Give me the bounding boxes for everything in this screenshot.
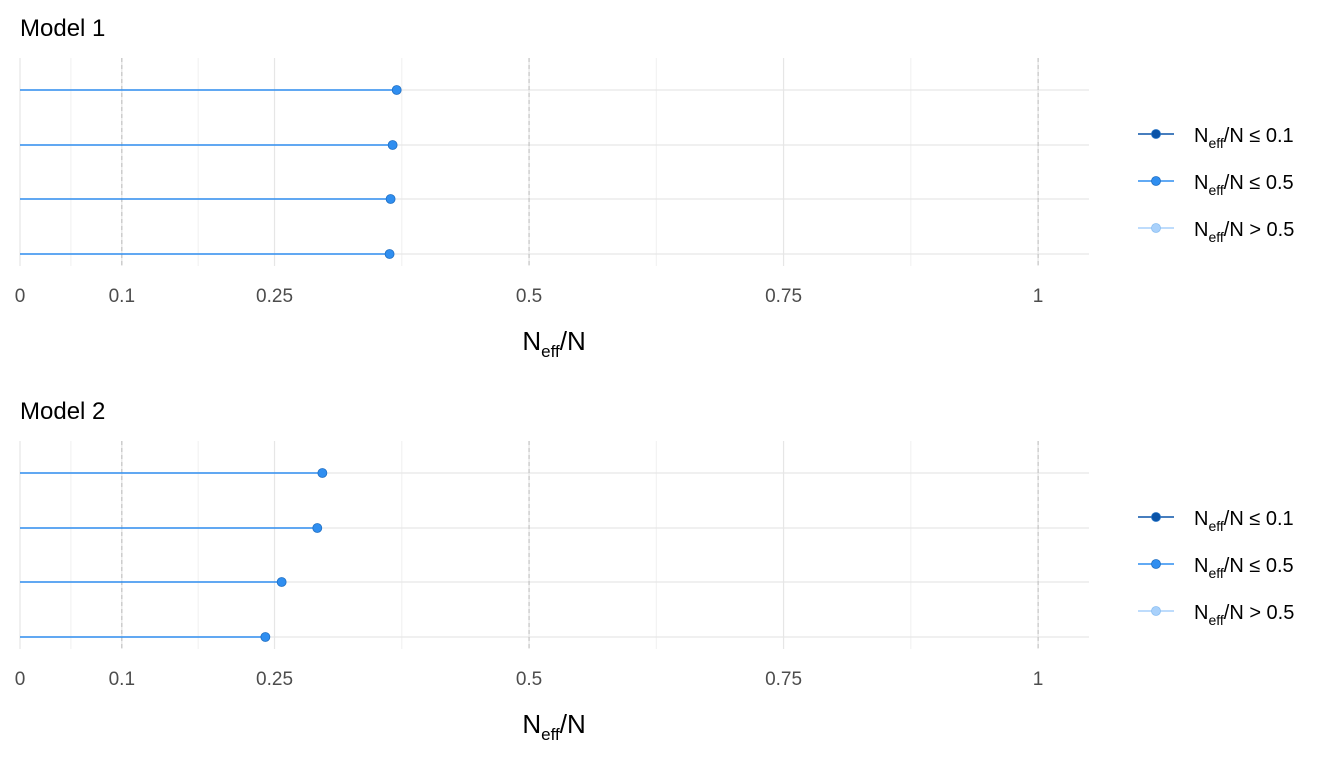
axis-title-sub: eff xyxy=(541,725,560,744)
x-tick-label: 0.25 xyxy=(256,669,293,690)
legend-label: Neff/N ≤ 0.1 xyxy=(1194,508,1294,534)
x-tick-label: 1 xyxy=(1033,286,1044,307)
axis-title-main: N xyxy=(522,326,541,356)
legend-label-sub: eff xyxy=(1208,135,1223,151)
lollipop-point xyxy=(387,140,398,150)
legend-label: Neff/N ≤ 0.5 xyxy=(1194,172,1294,198)
legend-label-tail: /N ≤ 0.5 xyxy=(1224,555,1294,577)
legend-key-point xyxy=(1151,512,1161,522)
axis-title-tail: /N xyxy=(560,709,586,739)
legend-label-tail: /N ≤ 0.5 xyxy=(1224,172,1294,194)
lollipop-point xyxy=(384,249,395,259)
legend-label-main: N xyxy=(1194,125,1208,147)
legend-label-main: N xyxy=(1194,555,1208,577)
lollipop-point xyxy=(385,194,396,204)
axis-title-main: N xyxy=(522,709,541,739)
lollipop-point xyxy=(276,577,287,587)
lollipop-point xyxy=(312,523,323,533)
axis-title-sub: eff xyxy=(541,342,560,361)
legend-label-main: N xyxy=(1194,508,1208,530)
legend-label-main: N xyxy=(1194,219,1208,241)
legend-label-main: N xyxy=(1194,172,1208,194)
x-tick-label: 0 xyxy=(15,286,26,307)
x-tick-label: 0.5 xyxy=(516,669,542,690)
legend-label-sub: eff xyxy=(1208,612,1223,628)
legend-label: Neff/N ≤ 0.5 xyxy=(1194,555,1294,581)
x-tick-label: 0.1 xyxy=(109,286,135,307)
legend-key-point xyxy=(1151,129,1161,139)
x-tick-label: 0 xyxy=(15,669,26,690)
legend-key-point xyxy=(1151,606,1161,616)
lollipop-point xyxy=(317,468,328,478)
legend-label-tail: /N ≤ 0.1 xyxy=(1224,125,1294,147)
panel-title: Model 2 xyxy=(20,398,105,425)
legend-label: Neff/N ≤ 0.1 xyxy=(1194,125,1294,151)
x-tick-label: 0.5 xyxy=(516,286,542,307)
legend-label-main: N xyxy=(1194,602,1208,624)
x-tick-label: 0.75 xyxy=(765,669,802,690)
x-axis-title: Neff/N xyxy=(522,326,585,361)
x-tick-label: 0.25 xyxy=(256,286,293,307)
legend-label-tail: /N > 0.5 xyxy=(1224,602,1295,624)
legend-label: Neff/N > 0.5 xyxy=(1194,219,1294,245)
legend-label-sub: eff xyxy=(1208,229,1223,245)
legend-label-sub: eff xyxy=(1208,182,1223,198)
panel-title: Model 1 xyxy=(20,15,105,42)
lollipop-point xyxy=(391,85,402,95)
legend-key-point xyxy=(1151,223,1161,233)
legend-label-sub: eff xyxy=(1208,518,1223,534)
legend-label-tail: /N > 0.5 xyxy=(1224,219,1295,241)
lollipop-point xyxy=(260,632,271,642)
legend-label-sub: eff xyxy=(1208,565,1223,581)
legend-label-tail: /N ≤ 0.1 xyxy=(1224,508,1294,530)
axis-title-tail: /N xyxy=(560,326,586,356)
legend-key-point xyxy=(1151,176,1161,186)
x-tick-label: 1 xyxy=(1033,669,1044,690)
legend-key-point xyxy=(1151,559,1161,569)
x-axis-title: Neff/N xyxy=(522,709,585,744)
x-tick-label: 0.1 xyxy=(109,669,135,690)
legend-label: Neff/N > 0.5 xyxy=(1194,602,1294,628)
x-tick-label: 0.75 xyxy=(765,286,802,307)
